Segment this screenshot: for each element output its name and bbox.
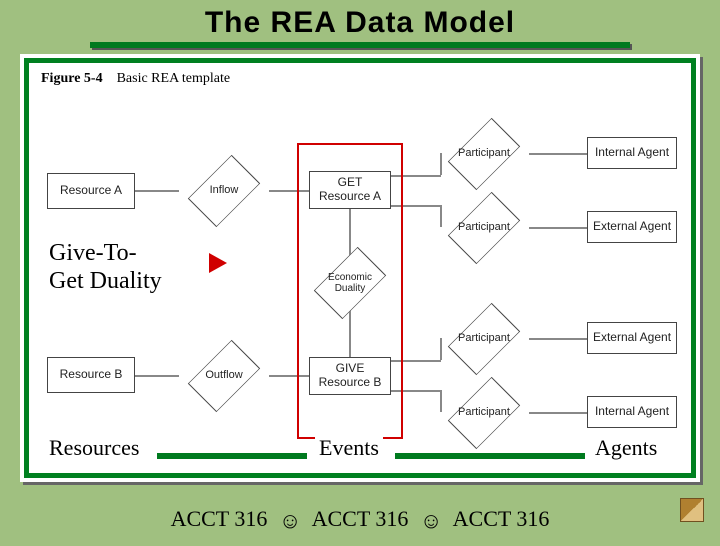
participant-diamond: Participant xyxy=(439,200,529,255)
connector xyxy=(135,375,179,377)
resource-a-box: Resource A xyxy=(47,173,135,209)
agents-category-label: Agents xyxy=(591,433,661,462)
arrow-icon xyxy=(209,253,227,273)
connector xyxy=(135,190,179,192)
smile-icon: ☺ xyxy=(279,508,301,534)
events-category-label: Events xyxy=(315,433,383,462)
outflow-label: Outflow xyxy=(179,348,269,403)
category-underline xyxy=(395,453,585,459)
give-event-box: GIVE Resource B xyxy=(309,357,391,395)
inflow-label: Inflow xyxy=(179,163,269,218)
figure-number: Figure 5-4 xyxy=(41,71,103,86)
slide-frame: Figure 5-4 Basic REA template xyxy=(20,54,700,482)
course-code: ACCT 316 xyxy=(453,506,550,531)
participant-diamond: Participant xyxy=(439,126,529,181)
participant-diamond: Participant xyxy=(439,385,529,440)
category-underline xyxy=(157,453,307,459)
page-title: The REA Data Model xyxy=(0,6,720,40)
participant-label: Participant xyxy=(439,126,529,181)
internal-agent-box: Internal Agent xyxy=(587,396,677,428)
participant-diamond: Participant xyxy=(439,311,529,366)
resource-b-box: Resource B xyxy=(47,357,135,393)
diagram-frame: Figure 5-4 Basic REA template xyxy=(24,58,696,478)
course-code: ACCT 316 xyxy=(312,506,409,531)
participant-label: Participant xyxy=(439,200,529,255)
connector xyxy=(529,338,587,340)
inflow-diamond: Inflow xyxy=(179,163,269,218)
connector xyxy=(529,153,587,155)
external-agent-box: External Agent xyxy=(587,322,677,354)
title-underline xyxy=(90,42,630,48)
outflow-diamond: Outflow xyxy=(179,348,269,403)
page-fold-icon xyxy=(680,498,704,522)
internal-agent-box: Internal Agent xyxy=(587,137,677,169)
smile-icon: ☺ xyxy=(420,508,442,534)
get-event-box: GET Resource A xyxy=(309,171,391,209)
course-code: ACCT 316 xyxy=(171,506,268,531)
footer: ACCT 316 ☺ ACCT 316 ☺ ACCT 316 xyxy=(0,506,720,534)
external-agent-box: External Agent xyxy=(587,211,677,243)
resources-category-label: Resources xyxy=(45,433,143,462)
figure-title: Basic REA template xyxy=(117,71,231,86)
give-to-get-callout: Give-To- Get Duality xyxy=(45,238,166,297)
participant-label: Participant xyxy=(439,311,529,366)
participant-label: Participant xyxy=(439,385,529,440)
rea-diagram: Resource A Resource B Inflow Outflow Eco… xyxy=(39,93,681,463)
connector xyxy=(529,412,587,414)
figure-caption: Figure 5-4 Basic REA template xyxy=(41,71,230,87)
connector xyxy=(529,227,587,229)
